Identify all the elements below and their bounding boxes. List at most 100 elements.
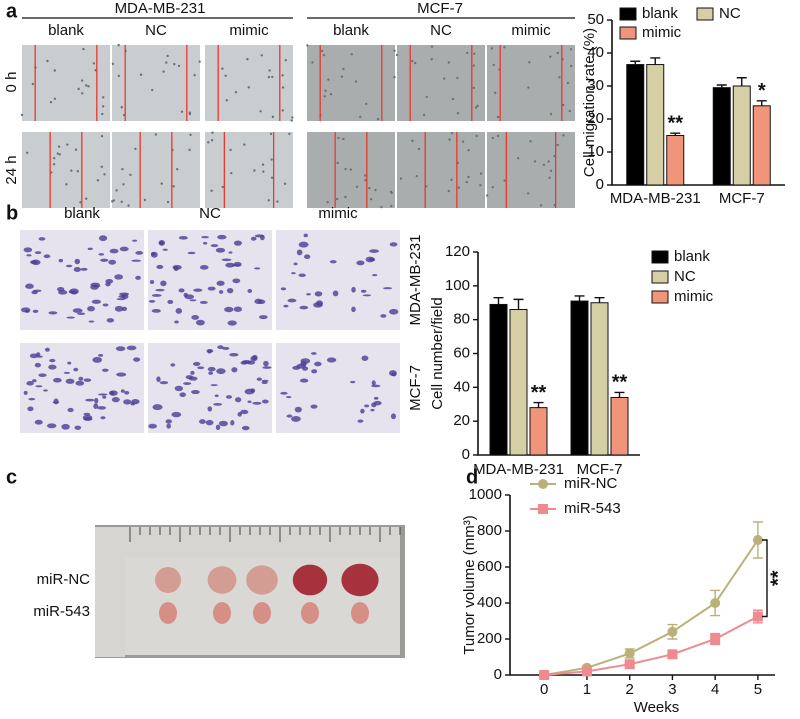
stained-cell — [241, 360, 252, 364]
wound-photo — [397, 45, 485, 121]
stained-cell — [193, 288, 203, 292]
time-label: 24 h — [3, 155, 20, 184]
wound-photo — [22, 132, 110, 208]
y-tick-label: 80 — [453, 311, 470, 328]
x-tick-label: 1 — [583, 681, 591, 698]
wound-photo — [487, 45, 575, 121]
stained-cell — [174, 320, 179, 324]
stained-cell — [189, 299, 197, 302]
wound-photo — [307, 45, 395, 121]
stained-cell — [298, 273, 306, 278]
stained-cell — [389, 242, 398, 247]
stained-cell — [372, 274, 378, 277]
cell-speck — [548, 176, 551, 180]
stained-cell — [131, 398, 140, 405]
cell-speck — [475, 134, 478, 138]
tumor — [246, 565, 278, 595]
stained-cell — [158, 240, 166, 246]
significance: ** — [767, 570, 789, 586]
stained-cell — [191, 315, 200, 320]
cell-speck — [291, 116, 294, 119]
stained-cell — [35, 385, 43, 388]
cell-speck — [562, 103, 565, 107]
marker — [710, 598, 721, 608]
stained-cell — [162, 248, 168, 251]
tumor — [301, 602, 319, 624]
cell-speck — [516, 156, 520, 160]
stained-cell — [280, 391, 288, 395]
cell-speck — [166, 54, 169, 58]
stained-cell — [371, 402, 377, 408]
cell-speck — [324, 89, 327, 92]
group-label: blank — [64, 205, 100, 222]
cell-speck — [243, 143, 246, 146]
stained-cell — [227, 320, 237, 326]
stained-cell — [48, 311, 58, 315]
x-tick-label: MCF-7 — [719, 190, 765, 207]
stained-cell — [380, 314, 387, 318]
stained-cell — [115, 346, 126, 352]
stained-cell — [230, 420, 235, 426]
stained-cell — [121, 306, 128, 311]
y-tick-label: 200 — [477, 630, 502, 647]
stained-cell — [92, 356, 103, 363]
bar — [489, 303, 508, 456]
stained-cell — [215, 424, 221, 431]
stained-cell — [299, 305, 309, 310]
marker — [667, 649, 678, 660]
wound-photo — [205, 45, 293, 121]
tumor — [341, 563, 379, 597]
cell-speck — [58, 153, 61, 156]
cell-speck — [165, 61, 168, 64]
stained-cell — [66, 316, 76, 319]
stained-cell — [149, 280, 155, 284]
stained-cell — [61, 423, 70, 430]
cell-speck — [389, 190, 393, 194]
cell-speck — [253, 169, 256, 172]
stained-cell — [26, 254, 32, 257]
x-tick-label: MCF-7 — [577, 461, 623, 478]
stained-cell — [241, 425, 250, 431]
stained-cell — [360, 408, 365, 414]
stained-cell — [102, 395, 107, 399]
cell-speck — [281, 74, 284, 77]
stained-cell — [43, 254, 51, 259]
stained-cell — [191, 390, 200, 395]
y-tick-label: 0 — [596, 176, 604, 193]
stained-cell — [135, 251, 144, 255]
stained-cell — [88, 320, 95, 323]
cell-speck — [450, 132, 454, 135]
stained-cell — [313, 302, 323, 308]
transwell-photo — [148, 230, 272, 330]
panel-label: a — [6, 0, 18, 22]
stained-cell — [240, 409, 249, 415]
stained-cell — [226, 287, 234, 294]
x-tick-label: 4 — [711, 681, 719, 698]
cell-speck — [76, 170, 80, 173]
stained-cell — [97, 406, 107, 410]
stained-cell — [219, 290, 224, 294]
stained-cell — [114, 305, 124, 312]
stained-cell — [365, 256, 375, 263]
legend-label: NC — [674, 268, 696, 285]
stained-cell — [192, 361, 201, 366]
stained-cell — [132, 239, 138, 242]
cell-speck — [134, 147, 137, 151]
cell-speck — [269, 132, 273, 136]
stained-cell — [232, 278, 241, 284]
stained-cell — [351, 286, 356, 293]
cell-speck — [556, 143, 559, 147]
group-label: blank — [48, 22, 84, 39]
stained-cell — [283, 304, 289, 308]
stained-cell — [98, 235, 108, 242]
stained-cell — [124, 391, 130, 395]
stained-cell — [215, 247, 226, 253]
stained-cell — [63, 371, 71, 374]
stained-cell — [119, 246, 129, 252]
wound-photo — [205, 132, 293, 208]
stained-cell — [199, 265, 209, 270]
stained-cell — [233, 240, 242, 246]
error-bar — [493, 296, 504, 305]
cell-speck — [92, 62, 96, 65]
cell-speck — [221, 67, 224, 70]
